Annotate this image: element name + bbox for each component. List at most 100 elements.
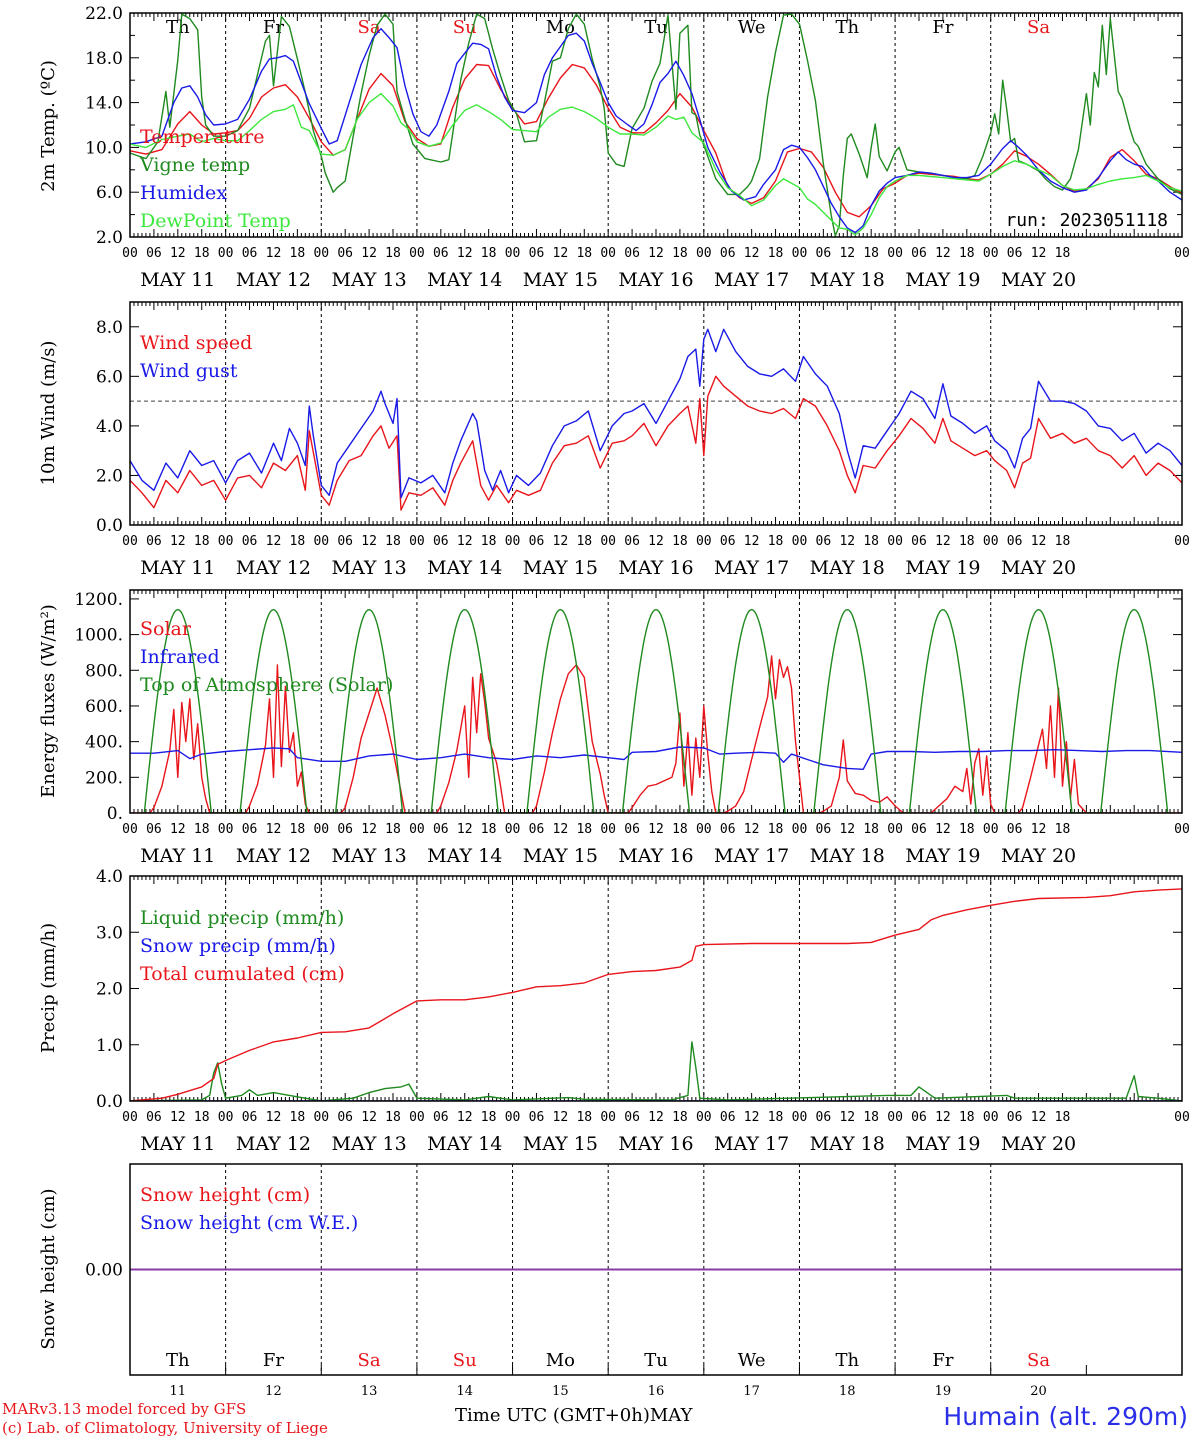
y-tick-label: 0.0 bbox=[96, 516, 123, 536]
hour-tick-label: 00 bbox=[505, 1110, 521, 1125]
hour-tick-label: 06 bbox=[146, 534, 162, 549]
y-tick-label: 18.0 bbox=[85, 49, 123, 69]
hour-tick-label: 00 bbox=[313, 246, 329, 261]
weekday-label: Tu bbox=[644, 17, 668, 38]
hour-tick-label: 06 bbox=[911, 1110, 927, 1125]
date-label: MAY 12 bbox=[236, 269, 311, 291]
weekday-label: Sa bbox=[358, 17, 381, 38]
plot-frame bbox=[129, 12, 1183, 238]
hour-tick-label: 18 bbox=[1055, 534, 1071, 549]
hour-tick-label: 18 bbox=[768, 1110, 784, 1125]
hour-tick-label: 18 bbox=[385, 822, 401, 837]
hour-tick-label: 12 bbox=[553, 822, 569, 837]
hour-tick-label: 06 bbox=[1007, 1110, 1023, 1125]
hour-tick-label: 00 bbox=[983, 246, 999, 261]
hour-tick-label: 12 bbox=[170, 534, 186, 549]
hour-tick-label: 00 bbox=[696, 822, 712, 837]
date-label: MAY 11 bbox=[140, 1133, 215, 1155]
series-humidex bbox=[130, 28, 1182, 234]
hour-tick-label: 12 bbox=[361, 246, 377, 261]
weekday-label: Th bbox=[166, 1350, 190, 1371]
hour-tick-label: 12 bbox=[1031, 1110, 1047, 1125]
hour-tick-label: 12 bbox=[744, 822, 760, 837]
hour-tick-label: 18 bbox=[863, 1110, 879, 1125]
date-label: MAY 13 bbox=[332, 845, 407, 867]
weekday-label: Th bbox=[166, 17, 190, 38]
hour-tick-label: 00 bbox=[696, 1110, 712, 1125]
time-axis-label: Time UTC (GMT+0h) bbox=[455, 1405, 650, 1426]
hour-tick-label: 06 bbox=[816, 1110, 832, 1125]
hour-tick-label: 18 bbox=[481, 246, 497, 261]
weekday-label: We bbox=[738, 1350, 766, 1371]
weekday-label: Fr bbox=[932, 1350, 953, 1371]
hour-tick-label: 12 bbox=[744, 1110, 760, 1125]
date-label: MAY 19 bbox=[905, 269, 980, 291]
hour-tick-label: 00 bbox=[887, 1110, 903, 1125]
hour-tick-label: 06 bbox=[242, 246, 258, 261]
series-wind-gust bbox=[130, 328, 1182, 499]
hour-tick-label: 06 bbox=[720, 1110, 736, 1125]
hour-tick-label: 12 bbox=[648, 246, 664, 261]
y-tick-label: 1.0 bbox=[96, 1036, 123, 1056]
hour-tick-label: 18 bbox=[863, 822, 879, 837]
day-number-label: 13 bbox=[361, 1384, 378, 1399]
hour-tick-label: 00 bbox=[792, 534, 808, 549]
hour-tick-label: 12 bbox=[553, 1110, 569, 1125]
hour-tick-label: 00 bbox=[887, 246, 903, 261]
date-label: MAY 19 bbox=[905, 557, 980, 579]
legend-item: DewPoint Temp bbox=[140, 210, 291, 232]
date-label: MAY 18 bbox=[810, 269, 885, 291]
hour-tick-label: 06 bbox=[720, 822, 736, 837]
series-wind-speed bbox=[130, 375, 1182, 511]
hour-tick-label: 00 bbox=[409, 246, 425, 261]
hour-tick-label: 06 bbox=[624, 1110, 640, 1125]
legend-item: Wind speed bbox=[140, 332, 252, 354]
model-credit: MARv3.13 model forced by GFS (c) Lab. of… bbox=[2, 1400, 328, 1438]
hour-tick-label: 18 bbox=[481, 534, 497, 549]
hour-tick-label: 06 bbox=[911, 534, 927, 549]
date-label: MAY 15 bbox=[523, 557, 598, 579]
hour-tick-label: 18 bbox=[290, 822, 306, 837]
hour-tick-label: 06 bbox=[433, 534, 449, 549]
series-temperature bbox=[130, 63, 1182, 218]
hour-tick-label: 12 bbox=[553, 534, 569, 549]
date-label: MAY 20 bbox=[1001, 557, 1076, 579]
hour-tick-label: 06 bbox=[1007, 534, 1023, 549]
legend-item: Liquid precip (mm/h) bbox=[140, 907, 344, 929]
legend-item: Solar bbox=[140, 618, 192, 640]
hour-tick-label: 06 bbox=[529, 534, 545, 549]
y-tick-label: 8.0 bbox=[96, 318, 123, 338]
hour-tick-label: 18 bbox=[959, 534, 975, 549]
hour-tick-label: 00 bbox=[600, 534, 616, 549]
y-axis-label: 2m Temp. (ºC) bbox=[38, 60, 59, 192]
hour-tick-label: 00 bbox=[792, 246, 808, 261]
panel-energy: 0. 200. 400. 600. 800. 1000. 1200. 00 06 12 18 MAY … bbox=[38, 589, 1190, 867]
legend-item: Top of Atmosphere (Solar) bbox=[140, 674, 393, 696]
date-label: MAY 14 bbox=[427, 269, 502, 291]
hour-tick-label: 18 bbox=[672, 822, 688, 837]
hour-tick-label: 18 bbox=[768, 822, 784, 837]
legend-item: Temperature bbox=[140, 126, 264, 148]
hour-tick-label: 06 bbox=[242, 534, 258, 549]
date-label: MAY 16 bbox=[618, 845, 693, 867]
hour-tick-label: 00 bbox=[313, 1110, 329, 1125]
hour-tick-label: 18 bbox=[672, 534, 688, 549]
hour-tick-label: 06 bbox=[816, 822, 832, 837]
date-label: MAY 14 bbox=[427, 845, 502, 867]
y-tick-label: 6.0 bbox=[96, 183, 123, 203]
date-label: MAY 18 bbox=[810, 557, 885, 579]
y-tick-label: 0.00 bbox=[85, 1261, 123, 1281]
date-label: MAY 11 bbox=[140, 557, 215, 579]
y-tick-label: 0. bbox=[107, 804, 123, 824]
hour-tick-label: 12 bbox=[935, 534, 951, 549]
station-label: Humain (alt. 290m) bbox=[943, 1402, 1188, 1431]
hour-tick-label: 12 bbox=[744, 246, 760, 261]
hour-tick-label: 12 bbox=[266, 246, 282, 261]
day-number-label: 11 bbox=[170, 1384, 187, 1399]
hour-tick-label: 12 bbox=[170, 1110, 186, 1125]
y-tick-label: 10.0 bbox=[85, 138, 123, 158]
y-tick-label: 2.0 bbox=[96, 466, 123, 486]
hour-tick-label: 06 bbox=[720, 246, 736, 261]
